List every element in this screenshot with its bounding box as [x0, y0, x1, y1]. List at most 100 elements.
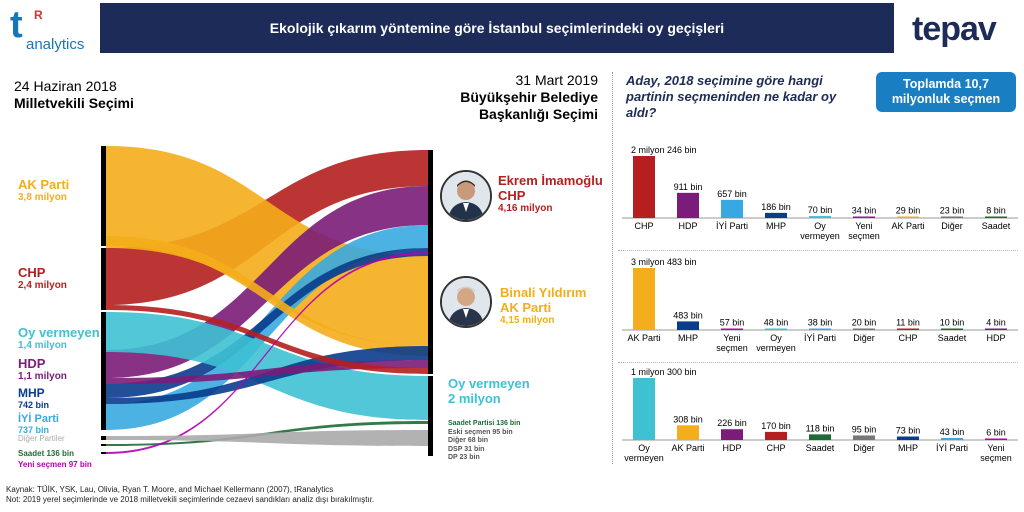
bar-value-label-7: 10 bin	[940, 318, 965, 328]
question-line1: Aday, 2018 seçimine göre hangi	[626, 73, 823, 88]
bar-value-label-1: 308 bin	[673, 414, 703, 424]
target-imamoglu-value: 4,16 milyon	[498, 203, 553, 214]
bar-category-label-5: seçmen	[848, 231, 880, 241]
bar-category-label-7: Diğer	[941, 221, 963, 231]
left-date: 24 Haziran 2018	[14, 78, 117, 94]
bar-value-label-7: 23 bin	[940, 206, 965, 216]
sankey-flow-11	[106, 252, 428, 454]
target-nonvoter: Oy vermeyen 2 milyon	[448, 376, 530, 406]
question-line3: aldı?	[626, 105, 657, 120]
bar-value-label-3: 48 bin	[764, 318, 789, 328]
bar-category-label-4: Oy	[814, 221, 826, 231]
bar-6	[897, 328, 919, 330]
sankey-source-node-7	[101, 444, 106, 446]
bar-value-label-8: 6 bin	[986, 428, 1006, 438]
sankey-source-node-5	[101, 404, 106, 430]
bar-category-label-0: vermeyen	[624, 453, 664, 463]
bar-value-label-0: 2 milyon 246 bin	[631, 145, 697, 155]
bar-5	[853, 435, 875, 440]
target-yildirim: Binali Yıldırım AK Parti 4,15 milyon	[500, 285, 586, 326]
target-imamoglu: Ekrem İmamoğlu CHP 4,16 milyon	[498, 173, 603, 214]
footer-note: Not: 2019 yerel seçimlerinde ve 2018 mil…	[6, 495, 375, 504]
sankey-flow-12	[106, 430, 428, 446]
bar-0	[633, 378, 655, 440]
small-target-other: Diğer 68 bin	[448, 437, 489, 444]
bar-category-label-1: HDP	[678, 221, 697, 231]
source-nonvoter: Oy vermeyen 1,4 milyon	[18, 325, 100, 351]
bar-category-label-3: MHP	[766, 221, 786, 231]
bar-8	[985, 216, 1007, 218]
bar-category-label-0: CHP	[634, 221, 653, 231]
source-hdp: HDP 1,1 milyon	[18, 356, 67, 382]
bar-value-label-1: 911 bin	[674, 182, 703, 192]
bar-category-label-8: Yeni	[987, 443, 1004, 453]
bar-3	[765, 328, 787, 330]
bar-8	[985, 438, 1007, 440]
sankey-source-node-3	[101, 350, 106, 384]
bar-7	[941, 437, 963, 440]
bar-4	[809, 216, 831, 218]
sankey-flow-6	[106, 236, 428, 356]
bar-0	[633, 156, 655, 218]
bar-value-label-6: 29 bin	[896, 206, 921, 216]
sankey-target-node-0	[428, 150, 433, 256]
page-title: Ekolojik çıkarım yöntemine göre İstanbul…	[269, 20, 725, 36]
bar-value-label-5: 34 bin	[852, 206, 877, 216]
bar-category-label-1: MHP	[678, 333, 698, 343]
sankey-source-node-4	[101, 384, 106, 404]
bar-category-label-1: AK Parti	[671, 443, 704, 453]
small-target-dp: DP 23 bin	[448, 454, 480, 461]
bar-chart-yildirim: 3 milyon 483 bin AK Parti 483 bin MHP 57 bin…	[622, 257, 1018, 353]
bar-category-label-7: İYİ Parti	[936, 443, 968, 453]
bar-value-label-6: 73 bin	[896, 426, 921, 436]
bar-category-label-6: CHP	[898, 333, 917, 343]
bar-value-label-4: 118 bin	[806, 423, 835, 433]
bar-5	[853, 216, 875, 218]
source-nonvoter-value: 1,4 milyon	[18, 340, 67, 351]
bar-category-label-3: vermeyen	[756, 343, 796, 353]
bar-category-label-3: Oy	[770, 333, 782, 343]
sankey-flow-4	[106, 248, 428, 398]
bar-4	[809, 434, 831, 440]
bar-3	[765, 212, 787, 218]
bar-category-label-5: Yeni	[855, 221, 872, 231]
mid-title-line2: Başkanlığı Seçimi	[478, 106, 598, 122]
bar-value-label-4: 38 bin	[808, 318, 833, 328]
target-yildirim-name: Binali Yıldırım	[500, 285, 587, 300]
source-mhp-value: 742 bin	[18, 400, 50, 410]
bar-category-label-2: Yeni	[723, 333, 740, 343]
yildirim-avatar	[440, 276, 492, 328]
sankey-flows	[106, 146, 428, 454]
left-election-name: Milletvekili Seçimi	[14, 95, 134, 111]
vertical-separator	[612, 72, 613, 464]
source-akp-name: AK Parti	[18, 177, 70, 192]
bar-2	[721, 199, 743, 218]
logo-r-letter: R	[34, 8, 43, 22]
source-new-voter: Yeni seçmen 97 bin	[18, 460, 92, 469]
small-targets: Saadet Partisi 136 bin Eski seçmen 95 bi…	[448, 420, 520, 463]
small-target-dsp: DSP 31 bin	[448, 445, 485, 453]
bar-category-label-8: Saadet	[982, 221, 1011, 231]
footer-source: Kaynak: TÜİK, YSK, Lau, Olivia, Ryan T. …	[6, 485, 334, 494]
sankey-flow-3	[106, 225, 428, 430]
bar-6	[897, 216, 919, 218]
total-line1: Toplamda 10,7	[903, 77, 989, 91]
target-nonvoter-value: 2 milyon	[448, 391, 501, 406]
bar-value-label-2: 226 bin	[717, 418, 747, 428]
bar-2	[721, 429, 743, 440]
source-hdp-value: 1,1 milyon	[18, 371, 67, 382]
bar-category-label-2: HDP	[722, 443, 741, 453]
bar-category-label-5: Diğer	[853, 443, 875, 453]
sankey-source-node-0	[101, 146, 106, 246]
source-mhp: MHP 742 bin	[18, 386, 49, 410]
source-saadet: Saadet 136 bin	[18, 449, 75, 458]
sankey-nodes	[101, 146, 433, 456]
small-target-old-voter: Eski seçmen 95 bin	[448, 428, 513, 436]
bar-5	[853, 328, 875, 330]
bar-category-label-0: Oy	[638, 443, 650, 453]
question-line2: partinin seçmeninden ne kadar oy	[626, 89, 837, 104]
bar-category-label-4: İYİ Parti	[804, 333, 836, 343]
mid-date: 31 Mart 2019	[515, 72, 599, 88]
source-chp: CHP 2,4 milyon	[18, 265, 67, 291]
bar-category-label-0: AK Parti	[627, 333, 660, 343]
